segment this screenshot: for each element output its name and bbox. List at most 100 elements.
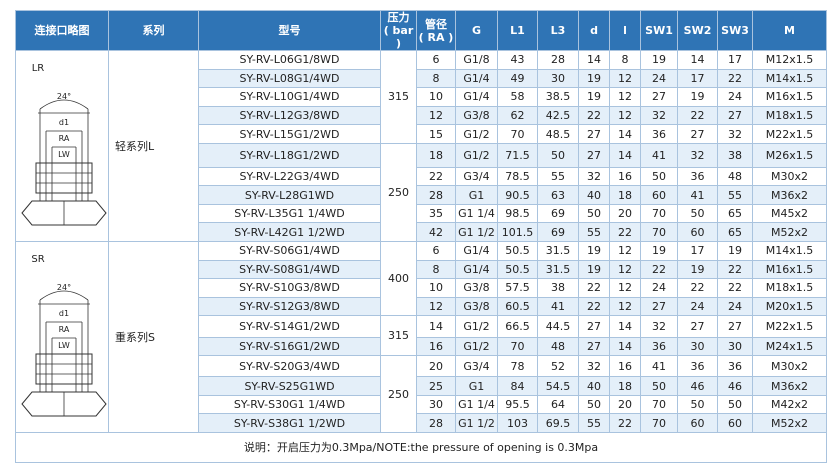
data-cell: 65 [717, 222, 753, 242]
data-cell: 50 [578, 394, 610, 415]
data-cell: 50 [677, 203, 718, 224]
data-cell: SY-RV-L08G1/4WD [198, 68, 381, 89]
connector-diagram: LR 24° d1 RA LW [21, 63, 107, 226]
data-cell: 69 [537, 203, 579, 224]
data-cell: 14 [578, 50, 610, 70]
data-cell: 50 [640, 166, 678, 187]
data-cell: 50 [677, 394, 718, 415]
pressure-cell: 400 [380, 240, 417, 317]
data-cell: 55 [578, 413, 610, 433]
data-cell: 17 [677, 241, 718, 261]
table-row: SY-RV-L18G1/2WD 250 18 G1/2 71.5 50 27 14 41 32 38… [16, 142, 827, 243]
series-cell: 轻系列L [108, 50, 199, 242]
data-cell: 50.5 [497, 259, 538, 280]
data-cell: 12 [609, 68, 641, 89]
data-cell: 22 [677, 278, 718, 298]
data-cell: 28 [416, 413, 456, 433]
data-cell: 55 [537, 166, 579, 187]
data-cell: 44.5 [537, 315, 579, 338]
header-row: 连接口略图 系列 型号 压力 ( bar ) 管径 ( RA ) G L1 L3 d l SW1 SW… [15, 10, 827, 51]
pressure-cell: 315 [380, 50, 417, 144]
data-cell: 17 [677, 68, 718, 89]
data-cell: 70 [640, 394, 678, 415]
data-cell: M18x1.5 [752, 278, 827, 298]
data-cell: 38 [717, 142, 753, 168]
data-cell: M52x2 [752, 222, 827, 242]
column-header: l [609, 10, 641, 51]
data-cell: 42 [416, 222, 456, 242]
data-cell: G1/4 [455, 259, 498, 280]
data-cell: G1 1/2 [455, 413, 498, 433]
data-cell: 95.5 [497, 394, 538, 415]
data-cell: 30 [677, 336, 718, 357]
series-cell: 重系列S [108, 241, 199, 433]
data-cell: 60 [640, 185, 678, 205]
column-header: L1 [497, 10, 538, 51]
data-cell: 18 [609, 376, 641, 396]
data-cell: 12 [609, 87, 641, 107]
data-cell: 14 [609, 336, 641, 357]
data-cell: 41 [640, 355, 678, 378]
table-row: SY-RV-S10G3/8WD 10 G3/8 57.5 38 22 12 24 22 22 M18… [16, 278, 827, 298]
data-cell: G1 [455, 185, 498, 205]
data-cell: 19 [578, 87, 610, 107]
data-cell: 20 [416, 355, 456, 378]
data-cell: 84 [497, 376, 538, 396]
data-cell: 60.5 [497, 296, 538, 317]
column-header: SW2 [677, 10, 718, 51]
data-cell: 36 [717, 355, 753, 378]
data-cell: 14 [677, 50, 718, 70]
data-cell: 32 [717, 124, 753, 144]
data-cell: 36 [677, 355, 718, 378]
data-cell: 40 [578, 376, 610, 396]
data-cell: SY-RV-L35G1 1/4WD [198, 203, 381, 224]
table-row: SY-RV-L15G1/2WD 15 G1/2 70 48.5 27 14 36 27 32 M22… [16, 124, 827, 144]
data-cell: 70 [640, 413, 678, 433]
data-cell: M26x1.5 [752, 142, 827, 168]
data-cell: 48.5 [537, 124, 579, 144]
diagram-label: RA [59, 134, 70, 143]
data-cell: 12 [609, 259, 641, 280]
data-cell: M14x1.5 [752, 68, 827, 89]
table-row: SY-RV-S08G1/4WD 8 G1/4 50.5 31.5 19 12 22 19 22 M1… [16, 259, 827, 280]
data-cell: G1/4 [455, 87, 498, 107]
hex-base [21, 200, 107, 226]
data-cell: G3/8 [455, 278, 498, 298]
data-cell: 12 [609, 105, 641, 126]
data-cell: 70 [640, 222, 678, 242]
data-cell: G1/2 [455, 142, 498, 168]
data-cell: 12 [609, 278, 641, 298]
data-cell: SY-RV-S12G3/8WD [198, 296, 381, 317]
data-cell: G1 [455, 376, 498, 396]
data-cell: 36 [677, 166, 718, 187]
data-cell: G1/8 [455, 50, 498, 70]
hex-base [21, 391, 107, 417]
data-cell: 27 [640, 296, 678, 317]
data-cell: 55 [717, 185, 753, 205]
data-cell: G1/4 [455, 68, 498, 89]
data-cell: 55 [578, 222, 610, 242]
table-row: LR 24° d1 RA LW 轻系列L SY-RV-L06G1/8WD 315 6 G1/8 43… [15, 50, 827, 242]
data-cell: 98.5 [497, 203, 538, 224]
data-cell: 60 [677, 222, 718, 242]
table-row: SR 24° d1 RA LW 重系列S SY-RV-S06G1/4WD 400 6 G1/4 50… [15, 240, 827, 433]
data-cell: M16x1.5 [752, 87, 827, 107]
column-header: 压力 ( bar ) [380, 10, 417, 51]
data-cell: SY-RV-S06G1/4WD [198, 241, 381, 261]
data-cell: 18 [416, 142, 456, 168]
angle-arc [39, 99, 89, 110]
data-cell: 14 [416, 315, 456, 338]
data-cell: 63 [537, 185, 579, 205]
data-cell: 15 [416, 124, 456, 144]
data-cell: 48 [537, 336, 579, 357]
column-header: 管径 ( RA ) [416, 10, 456, 51]
data-cell: SY-RV-L10G1/4WD [198, 87, 381, 107]
data-cell: M36x2 [752, 376, 827, 396]
data-cell: 38 [537, 278, 579, 298]
data-cell: SY-RV-S16G1/2WD [198, 336, 381, 357]
data-cell: 32 [640, 315, 678, 338]
data-cell: 14 [609, 142, 641, 168]
diagram-cell: LR 24° d1 RA LW [15, 50, 109, 242]
data-cell: M42x2 [752, 394, 827, 415]
